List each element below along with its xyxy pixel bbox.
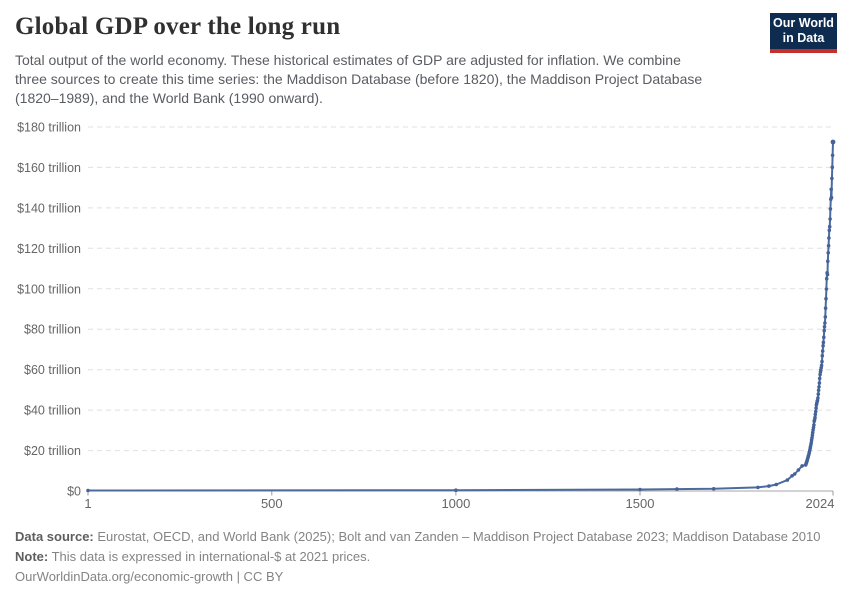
note-label: Note: bbox=[15, 549, 49, 564]
chart-footer: Data source: Eurostat, OECD, and World B… bbox=[15, 527, 835, 587]
svg-text:$80 trillion: $80 trillion bbox=[24, 323, 81, 337]
owid-logo[interactable]: Our World in Data bbox=[770, 13, 837, 53]
gdp-data-points[interactable] bbox=[86, 139, 836, 493]
svg-text:1000: 1000 bbox=[441, 496, 470, 511]
svg-text:2024: 2024 bbox=[806, 496, 835, 511]
owid-logo-line1: Our World bbox=[773, 16, 834, 30]
svg-text:$160 trillion: $160 trillion bbox=[17, 161, 81, 175]
svg-text:$180 trillion: $180 trillion bbox=[17, 121, 81, 135]
svg-text:$140 trillion: $140 trillion bbox=[17, 201, 81, 215]
subtitle-line: Total output of the world economy. These… bbox=[15, 52, 681, 68]
y-gridlines-and-labels: $0 $20 trillion $40 trillion $60 trillion $8… bbox=[17, 121, 833, 499]
svg-text:$120 trillion: $120 trillion bbox=[17, 242, 81, 256]
svg-text:$40 trillion: $40 trillion bbox=[24, 404, 81, 418]
page-title: Global GDP over the long run bbox=[15, 13, 341, 40]
url-line[interactable]: OurWorldinData.org/economic-growth | CC … bbox=[15, 567, 835, 587]
data-source-line: Data source: Eurostat, OECD, and World B… bbox=[15, 527, 835, 547]
svg-text:1500: 1500 bbox=[626, 496, 655, 511]
owid-logo-line2: in Data bbox=[782, 31, 825, 45]
url-text[interactable]: OurWorldinData.org/economic-growth | CC … bbox=[15, 569, 284, 584]
svg-text:500: 500 bbox=[261, 496, 283, 511]
subtitle-line: three sources to create this time series… bbox=[15, 71, 703, 87]
svg-text:$0: $0 bbox=[67, 485, 81, 499]
svg-text:$20 trillion: $20 trillion bbox=[24, 444, 81, 458]
svg-text:1: 1 bbox=[84, 496, 91, 511]
data-source-label: Data source: bbox=[15, 529, 94, 544]
note-text: This data is expressed in international-… bbox=[48, 549, 371, 564]
subtitle-line: (1820–1989), and the World Bank (1990 on… bbox=[15, 90, 323, 106]
svg-text:$60 trillion: $60 trillion bbox=[24, 363, 81, 377]
svg-text:$100 trillion: $100 trillion bbox=[17, 282, 81, 296]
note-line: Note: This data is expressed in internat… bbox=[15, 547, 835, 567]
x-axis-ticks-and-labels: 1 500 1000 1500 2024 bbox=[84, 491, 834, 511]
chart-subtitle: Total output of the world economy. These… bbox=[15, 51, 755, 108]
data-source-text: Eurostat, OECD, and World Bank (2025); B… bbox=[93, 529, 821, 544]
gdp-line[interactable] bbox=[87, 141, 834, 492]
